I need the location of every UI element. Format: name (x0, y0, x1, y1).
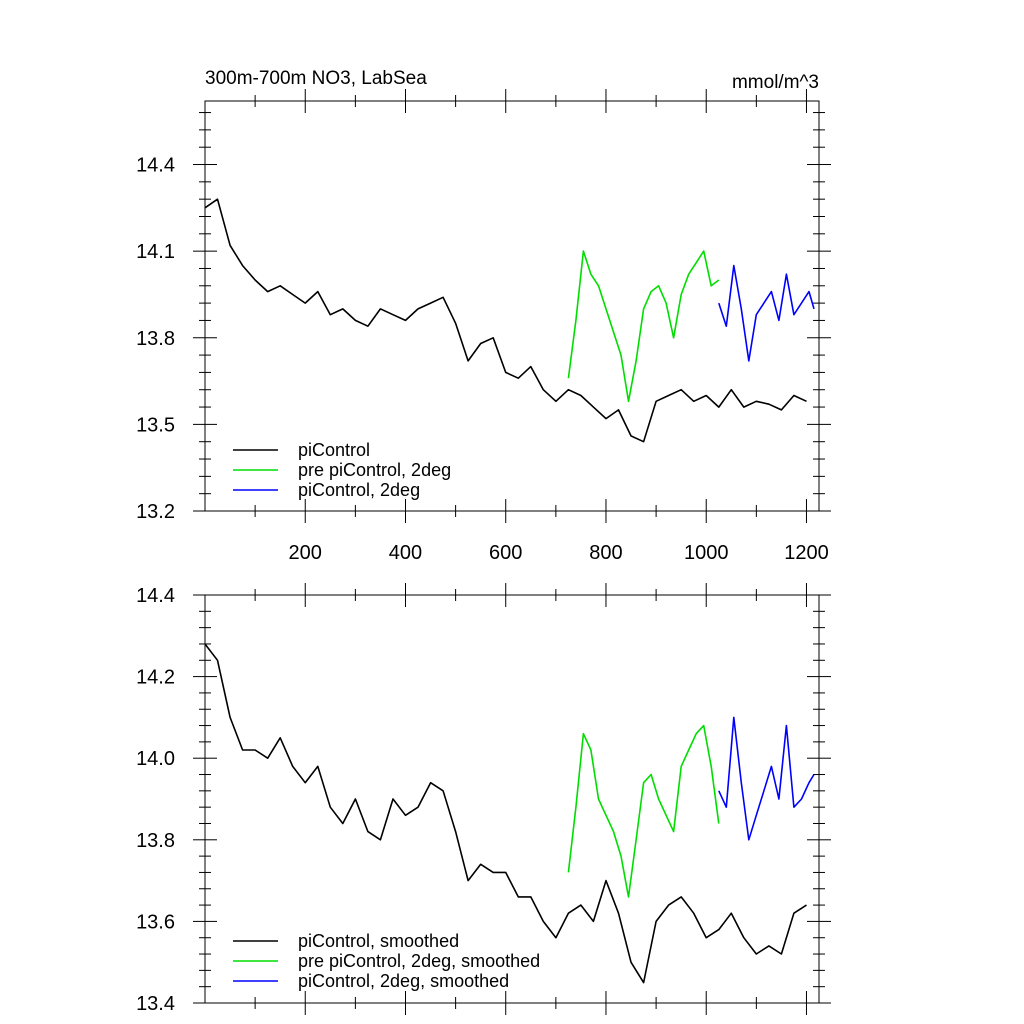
top-series-line-2 (567, 250, 720, 403)
top-x-tick-label: 1200 (784, 542, 829, 564)
top-legend-label-3: piControl, 2deg (298, 480, 420, 500)
top-panel: 300m-700m NO3, LabSea mmol/m^3 13.213.51… (136, 68, 831, 564)
top-x-tick-label: 400 (389, 542, 422, 564)
top-y-axis: 13.2 13.5 13.8 14.1 14.4 (136, 155, 175, 523)
bottom-y-tick-label: 14.4 (136, 585, 175, 607)
bottom-axis-ticks (193, 583, 831, 1015)
top-y-tick-label: 14.4 (136, 155, 175, 177)
bottom-plot-frame (204, 594, 820, 1004)
top-y-tick-label: 13.5 (136, 414, 175, 436)
bottom-y-tick-label: 14.2 (136, 667, 175, 689)
bottom-y-tick-label: 14.0 (136, 748, 175, 770)
top-series-group (204, 198, 815, 443)
top-x-tick-label: 800 (589, 542, 622, 564)
top-x-tick-label: 1000 (684, 542, 729, 564)
top-units-label: mmol/m^3 (732, 72, 819, 93)
bottom-y-tick-label: 13.8 (136, 830, 175, 852)
top-x-tick-label: 200 (289, 542, 322, 564)
top-axis-ticks (193, 89, 831, 523)
top-series-line-3 (718, 264, 815, 362)
top-x-tick-label: 600 (489, 542, 522, 564)
bottom-series-line-2 (567, 724, 720, 898)
top-x-axis: 200 400 600 800 1000 1200 (289, 542, 829, 564)
bottom-series-group (204, 643, 815, 984)
bottom-y-axis: 13.4 13.6 13.8 14.0 14.2 14.4 (136, 585, 175, 1015)
bottom-y-tick-label: 13.6 (136, 911, 175, 933)
bottom-series-line-1 (204, 643, 807, 984)
bottom-legend-label-3: piControl, 2deg, smoothed (298, 971, 509, 991)
top-y-tick-label: 13.8 (136, 328, 175, 350)
top-series-line-1 (204, 198, 807, 443)
bottom-y-tick-label: 13.4 (136, 993, 175, 1015)
top-chart-title: 300m-700m NO3, LabSea (205, 68, 427, 89)
bottom-legend-label-1: piControl, smoothed (298, 931, 459, 951)
top-legend-label-1: piControl (298, 440, 370, 460)
top-y-tick-label: 13.2 (136, 501, 175, 523)
bottom-panel: 13.4 13.6 13.8 14.0 14.2 14.4 piControl, smoo… (136, 583, 831, 1015)
top-plot-frame (204, 100, 820, 512)
bottom-legend-label-2: pre piControl, 2deg, smoothed (298, 951, 540, 971)
top-legend-label-2: pre piControl, 2deg (298, 460, 451, 480)
bottom-series-line-3 (718, 716, 815, 841)
top-y-tick-label: 14.1 (136, 241, 175, 263)
